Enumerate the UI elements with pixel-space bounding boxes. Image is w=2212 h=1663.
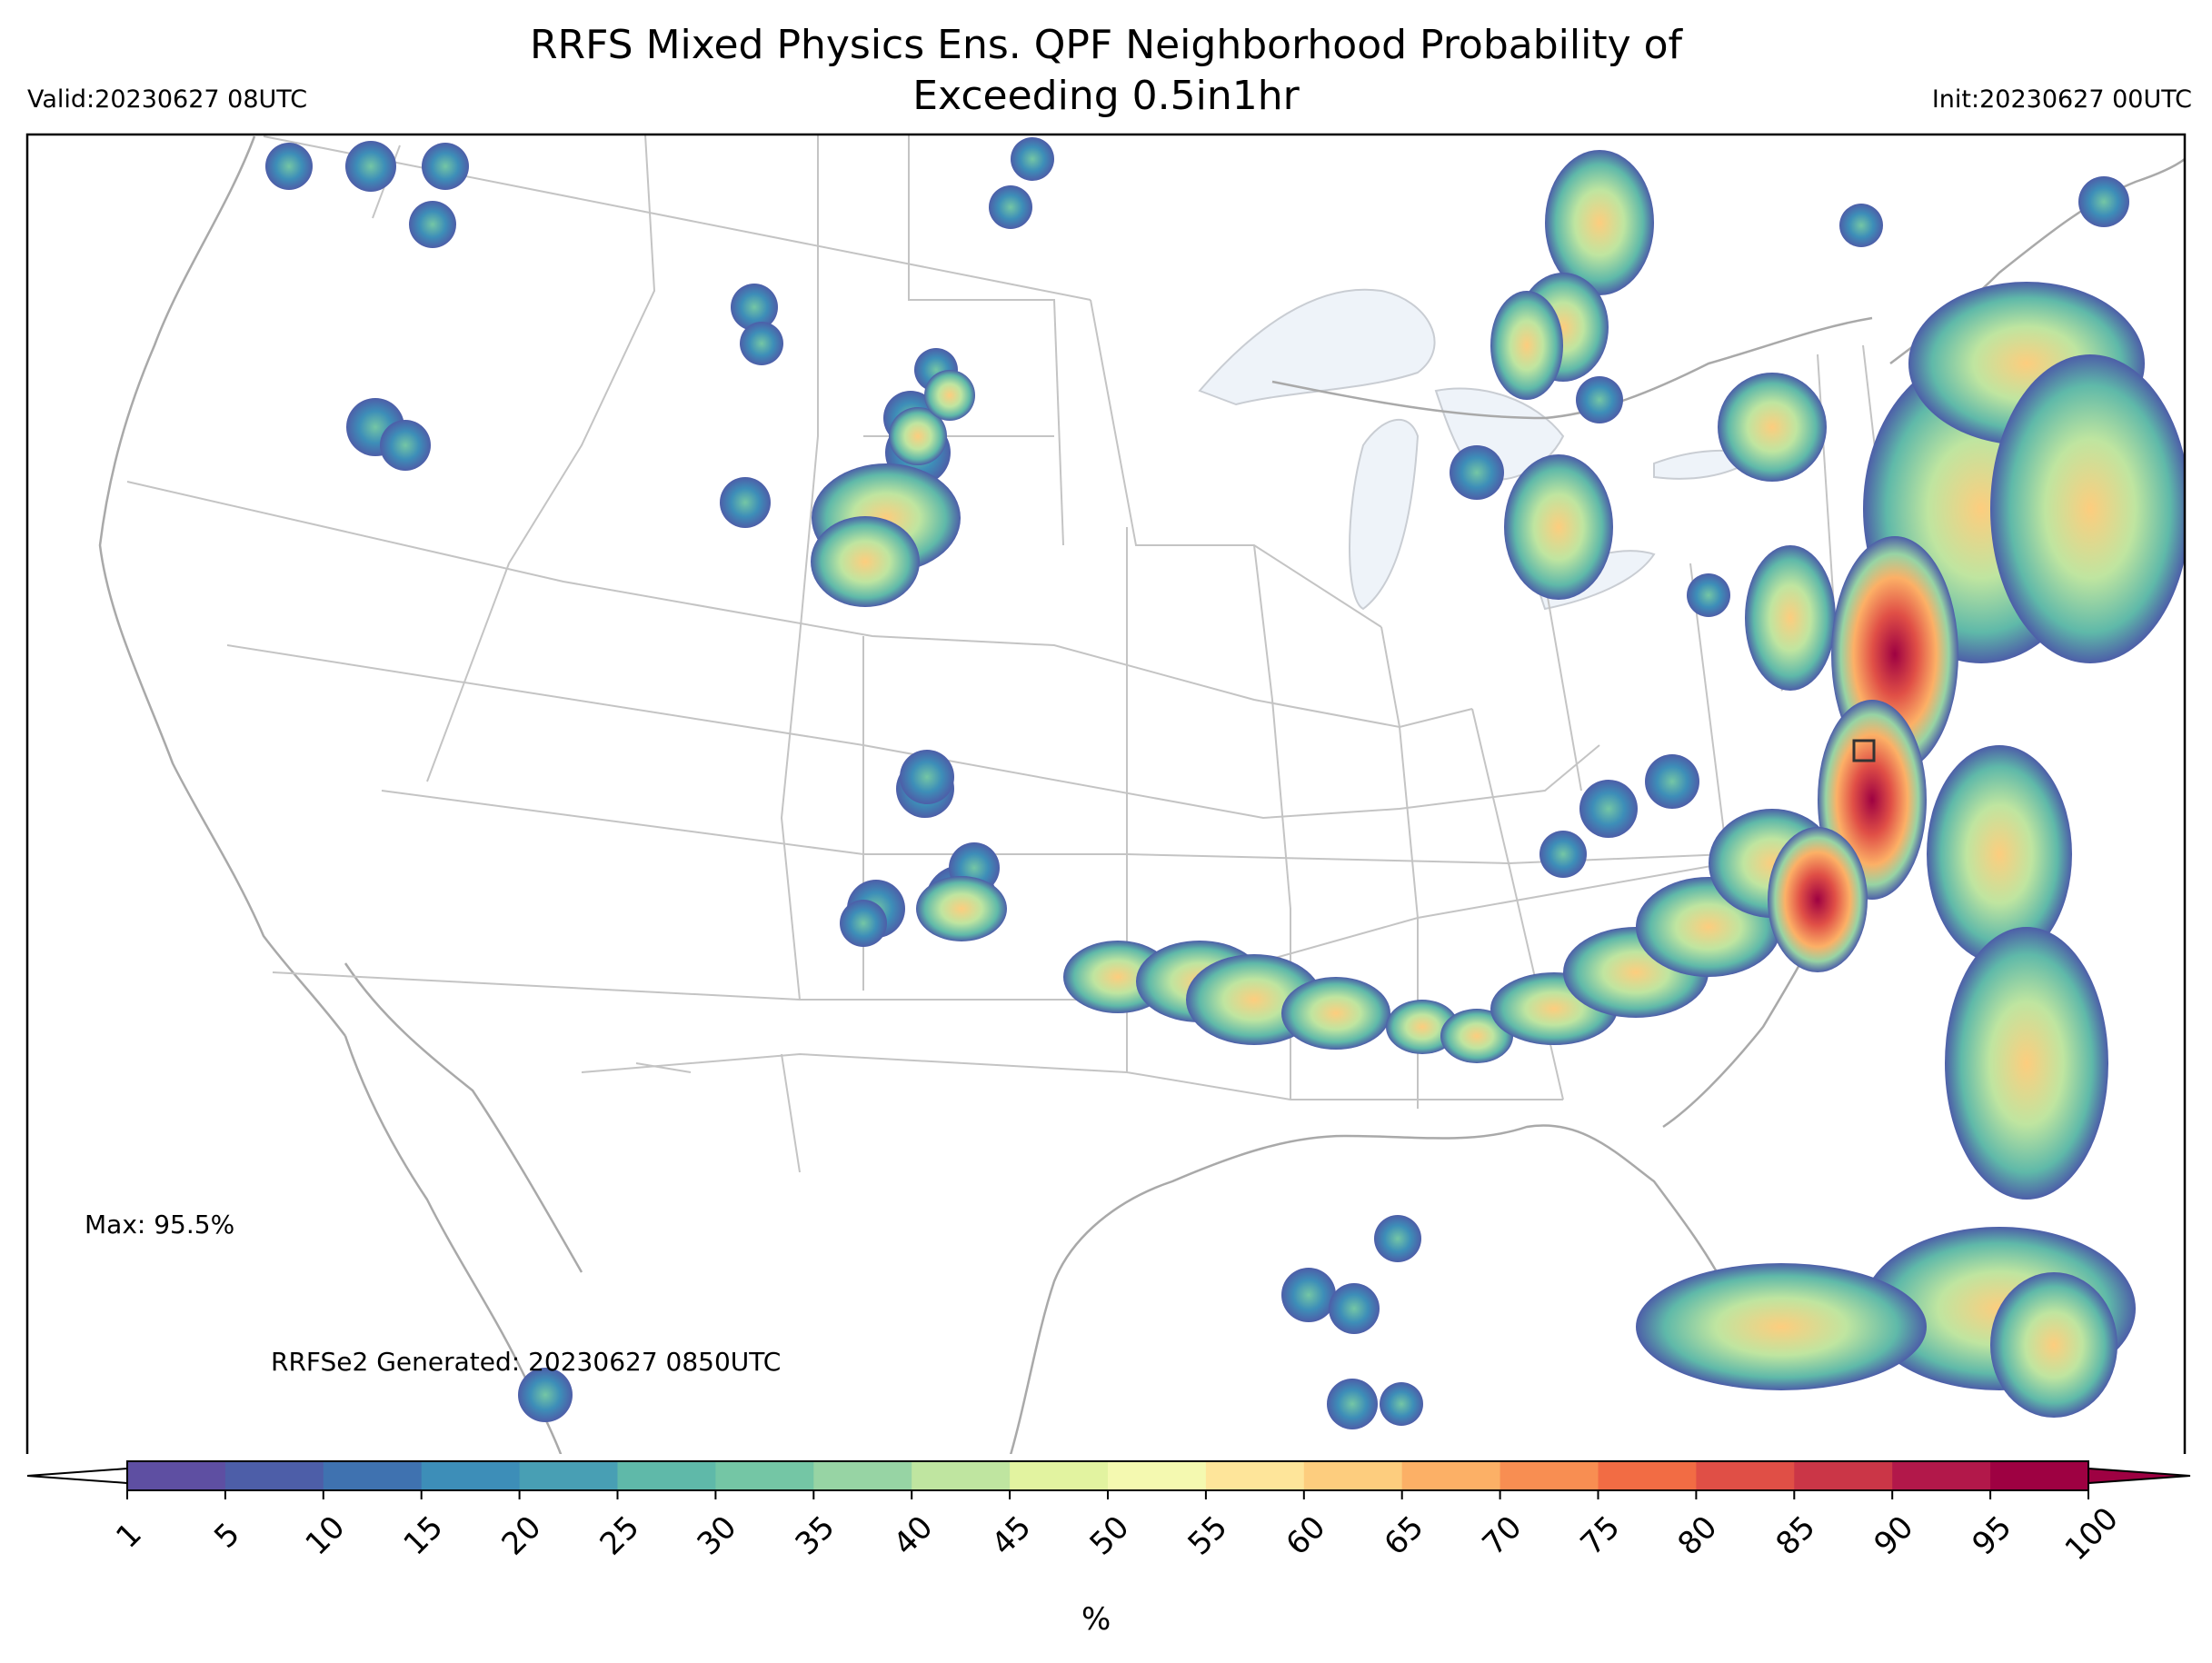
colorbar-segment	[224, 1461, 324, 1490]
colorbar-segment	[1303, 1461, 1403, 1490]
colorbar-segment	[1010, 1461, 1109, 1490]
probability-contours	[265, 137, 2185, 1429]
colorbar-segment	[127, 1461, 226, 1490]
map-title: RRFS Mixed Physics Ens. QPF Neighborhood…	[529, 22, 1683, 119]
colorbar-segment	[912, 1461, 1011, 1490]
colorbar-segment	[617, 1461, 716, 1490]
valid-time-label: Valid:20230627 08UTC	[27, 85, 308, 114]
colorbar-segment	[1598, 1461, 1697, 1490]
max-location-marker	[1852, 739, 1876, 762]
probability-map	[25, 133, 2187, 1454]
colorbar-segment	[1108, 1461, 1207, 1490]
colorbar-segment	[1990, 1461, 2089, 1490]
colorbar-segment	[421, 1461, 521, 1490]
colorbar-segment	[323, 1461, 423, 1490]
init-time-label: Init:20230627 00UTC	[1931, 85, 2192, 114]
colorbar-segment	[1401, 1461, 1501, 1490]
map-frame	[25, 133, 2187, 1454]
colorbar-segment	[519, 1461, 618, 1490]
colorbar-under-arrow	[26, 1467, 128, 1485]
colorbar-segment	[1205, 1461, 1305, 1490]
colorbar-unit-label: %	[1081, 1601, 1111, 1638]
colorbar	[26, 1460, 2191, 1499]
colorbar-segment	[813, 1461, 912, 1490]
colorbar-over-arrow	[2087, 1467, 2191, 1485]
generated-time-label: RRFSe2 Generated: 20230627 0850UTC	[271, 1347, 782, 1377]
colorbar-segment	[1892, 1461, 1991, 1490]
max-probability-label: Max: 95.5%	[85, 1210, 235, 1240]
colorbar-segment	[1794, 1461, 1893, 1490]
state-borders	[126, 134, 1964, 1173]
great-lakes	[1198, 288, 1756, 611]
colorbar-segment	[715, 1461, 814, 1490]
colorbar-segment	[1500, 1461, 1599, 1490]
colorbar-segment	[1696, 1461, 1795, 1490]
